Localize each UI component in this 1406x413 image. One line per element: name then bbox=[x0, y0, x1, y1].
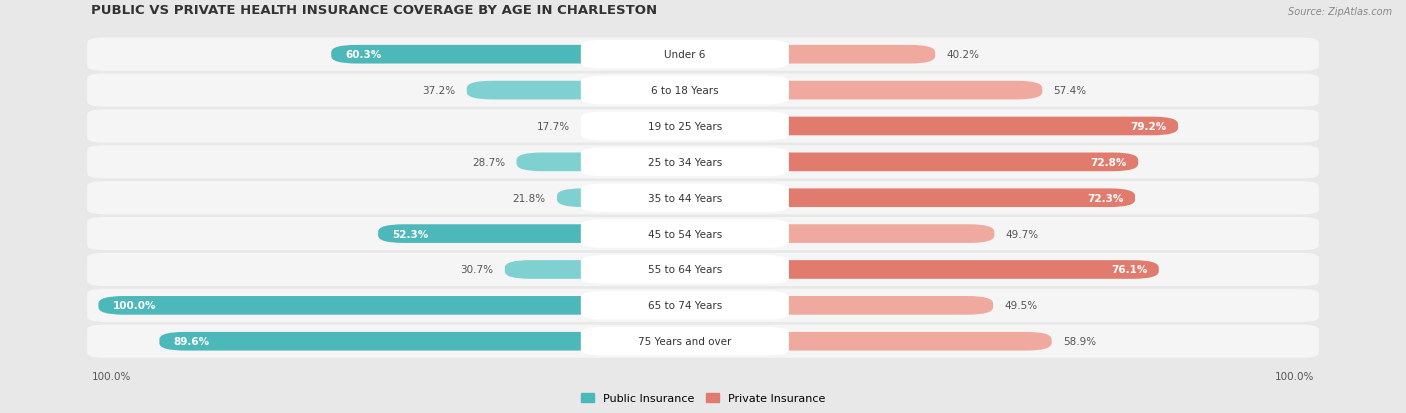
Bar bbox=[659, 296, 685, 315]
Text: 75 Years and over: 75 Years and over bbox=[638, 337, 731, 347]
Text: 40.2%: 40.2% bbox=[946, 50, 980, 60]
Bar bbox=[659, 81, 685, 100]
Bar bbox=[685, 117, 710, 136]
Text: 89.6%: 89.6% bbox=[173, 337, 209, 347]
Bar bbox=[685, 189, 710, 208]
FancyBboxPatch shape bbox=[685, 46, 935, 64]
FancyBboxPatch shape bbox=[581, 327, 789, 356]
Text: 52.3%: 52.3% bbox=[392, 229, 429, 239]
Bar bbox=[659, 332, 685, 351]
Text: 19 to 25 Years: 19 to 25 Years bbox=[648, 122, 723, 132]
Text: 28.7%: 28.7% bbox=[472, 157, 505, 167]
Text: Under 6: Under 6 bbox=[664, 50, 706, 60]
Text: 49.5%: 49.5% bbox=[1004, 301, 1038, 311]
FancyBboxPatch shape bbox=[87, 38, 1319, 71]
FancyBboxPatch shape bbox=[87, 110, 1319, 143]
FancyBboxPatch shape bbox=[87, 74, 1319, 107]
FancyBboxPatch shape bbox=[685, 189, 1135, 208]
Text: 72.8%: 72.8% bbox=[1091, 157, 1128, 167]
FancyBboxPatch shape bbox=[98, 296, 685, 315]
Bar bbox=[685, 81, 710, 100]
FancyBboxPatch shape bbox=[685, 81, 1042, 100]
Text: 60.3%: 60.3% bbox=[346, 50, 381, 60]
Bar bbox=[685, 261, 710, 279]
FancyBboxPatch shape bbox=[581, 256, 789, 284]
Bar bbox=[659, 261, 685, 279]
FancyBboxPatch shape bbox=[581, 76, 789, 105]
Text: PUBLIC VS PRIVATE HEALTH INSURANCE COVERAGE BY AGE IN CHARLESTON: PUBLIC VS PRIVATE HEALTH INSURANCE COVER… bbox=[91, 4, 658, 17]
Bar bbox=[685, 153, 710, 172]
FancyBboxPatch shape bbox=[581, 41, 789, 69]
FancyBboxPatch shape bbox=[332, 46, 685, 64]
FancyBboxPatch shape bbox=[581, 117, 685, 136]
Text: 100.0%: 100.0% bbox=[91, 371, 131, 381]
FancyBboxPatch shape bbox=[87, 146, 1319, 179]
FancyBboxPatch shape bbox=[159, 332, 685, 351]
Text: 72.3%: 72.3% bbox=[1087, 193, 1123, 203]
FancyBboxPatch shape bbox=[87, 325, 1319, 358]
Text: 45 to 54 Years: 45 to 54 Years bbox=[648, 229, 723, 239]
Text: 49.7%: 49.7% bbox=[1005, 229, 1039, 239]
Bar bbox=[659, 46, 685, 64]
Bar bbox=[659, 153, 685, 172]
Bar bbox=[659, 117, 685, 136]
FancyBboxPatch shape bbox=[87, 182, 1319, 215]
FancyBboxPatch shape bbox=[581, 148, 789, 177]
FancyBboxPatch shape bbox=[685, 117, 1178, 136]
Text: 17.7%: 17.7% bbox=[537, 122, 569, 132]
FancyBboxPatch shape bbox=[581, 220, 789, 248]
FancyBboxPatch shape bbox=[581, 112, 789, 141]
Bar bbox=[685, 225, 710, 243]
Text: 37.2%: 37.2% bbox=[422, 86, 456, 96]
Text: 21.8%: 21.8% bbox=[513, 193, 546, 203]
Text: 100.0%: 100.0% bbox=[1275, 371, 1315, 381]
FancyBboxPatch shape bbox=[685, 261, 1159, 279]
FancyBboxPatch shape bbox=[685, 153, 1139, 172]
Legend: Public Insurance, Private Insurance: Public Insurance, Private Insurance bbox=[576, 388, 830, 408]
FancyBboxPatch shape bbox=[557, 189, 685, 208]
Text: 57.4%: 57.4% bbox=[1053, 86, 1087, 96]
Bar bbox=[659, 225, 685, 243]
FancyBboxPatch shape bbox=[505, 261, 685, 279]
FancyBboxPatch shape bbox=[87, 218, 1319, 251]
Text: 25 to 34 Years: 25 to 34 Years bbox=[648, 157, 723, 167]
FancyBboxPatch shape bbox=[378, 225, 685, 243]
Text: Source: ZipAtlas.com: Source: ZipAtlas.com bbox=[1288, 7, 1392, 17]
FancyBboxPatch shape bbox=[685, 296, 993, 315]
Bar bbox=[685, 296, 710, 315]
FancyBboxPatch shape bbox=[467, 81, 685, 100]
Bar bbox=[685, 46, 710, 64]
Text: 6 to 18 Years: 6 to 18 Years bbox=[651, 86, 718, 96]
FancyBboxPatch shape bbox=[87, 289, 1319, 322]
FancyBboxPatch shape bbox=[581, 291, 789, 320]
Text: 79.2%: 79.2% bbox=[1130, 122, 1167, 132]
FancyBboxPatch shape bbox=[685, 332, 1052, 351]
FancyBboxPatch shape bbox=[685, 225, 994, 243]
Text: 55 to 64 Years: 55 to 64 Years bbox=[648, 265, 723, 275]
Text: 35 to 44 Years: 35 to 44 Years bbox=[648, 193, 723, 203]
Text: 76.1%: 76.1% bbox=[1111, 265, 1147, 275]
Bar bbox=[685, 332, 710, 351]
FancyBboxPatch shape bbox=[516, 153, 685, 172]
Text: 30.7%: 30.7% bbox=[461, 265, 494, 275]
FancyBboxPatch shape bbox=[87, 253, 1319, 286]
Text: 65 to 74 Years: 65 to 74 Years bbox=[648, 301, 723, 311]
Text: 100.0%: 100.0% bbox=[112, 301, 156, 311]
Text: 58.9%: 58.9% bbox=[1063, 337, 1097, 347]
FancyBboxPatch shape bbox=[581, 184, 789, 213]
Bar bbox=[659, 189, 685, 208]
